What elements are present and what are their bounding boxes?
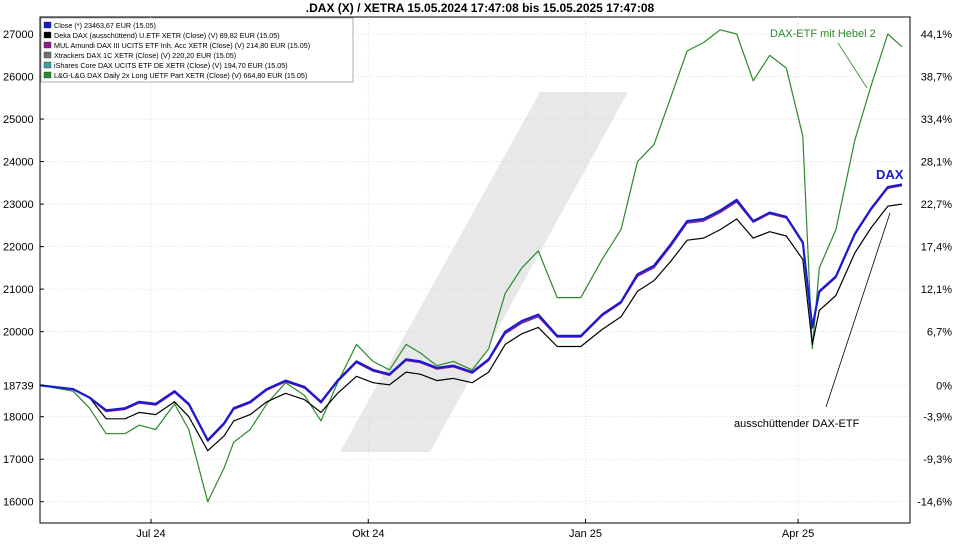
x-tick-label: Okt 24 [352, 528, 384, 540]
series-layer [39, 29, 903, 503]
y-tick-label-left: 24000 [3, 157, 34, 169]
legend-label: Deka DAX (ausschüttend) U.ETF XETR (Clos… [54, 31, 280, 40]
leverage-pointer-line [837, 42, 868, 89]
y-tick-label-right: 44,1% [921, 29, 952, 41]
legend-swatch [43, 51, 52, 59]
legend-items: Close (*) 23463,67 EUR (15.05)Deka DAX (… [43, 21, 310, 80]
y-tick-label-right: 22,7% [921, 199, 952, 211]
legend-swatch [43, 31, 52, 39]
y-tick-label-left: 18739 [3, 380, 34, 392]
y-tick-label-right: -9,3% [923, 454, 952, 466]
legend-label: Close (*) 23463,67 EUR (15.05) [54, 21, 156, 30]
legend-swatch [43, 71, 52, 79]
annotation-dax: DAX [876, 167, 904, 182]
series-line [39, 29, 903, 503]
x-tick-label: Jul 24 [136, 528, 165, 540]
y-tick-label-left: 17000 [3, 454, 34, 466]
legend-box [40, 17, 354, 83]
annotation-distributing-etf: ausschüttender DAX-ETF [734, 418, 860, 430]
y-tick-label-left: 18000 [3, 412, 34, 424]
y-tick-label-right: 12,1% [921, 284, 952, 296]
y-tick-label-right: 38,7% [921, 72, 952, 84]
etf-pointer-line [825, 212, 891, 408]
y-tick-label-right: -3,9% [923, 412, 952, 424]
y-tick-label-left: 21000 [3, 284, 34, 296]
legend-swatch [43, 21, 52, 29]
y-tick-label-right: 28,1% [921, 157, 952, 169]
y-tick-label-left: 20000 [3, 327, 34, 339]
y-tick-label-left: 27000 [3, 29, 34, 41]
y-tick-label-right: 33,4% [921, 114, 952, 126]
y-tick-label-left: 25000 [3, 114, 34, 126]
y-tick-label-left: 26000 [3, 72, 34, 84]
legend-swatch [43, 41, 52, 49]
y-tick-label-left: 22000 [3, 242, 34, 254]
x-tick-label: Apr 25 [782, 528, 814, 540]
legend-label: MUL Amundi DAX III UCITS ETF Inh. Acc XE… [54, 41, 310, 50]
annotation-layer: DAX-ETF mit Hebel 2 DAX ausschüttender D… [734, 28, 904, 430]
series-line [39, 203, 903, 452]
y-tick-label-right: -14,6% [917, 497, 952, 509]
y-tick-label-right: 6,7% [927, 327, 952, 339]
annotation-leverage: DAX-ETF mit Hebel 2 [770, 28, 876, 40]
legend-label: L&G-L&G DAX Daily 2x Long UETF Part XETR… [54, 71, 307, 80]
y-tick-label-left: 23000 [3, 199, 34, 211]
grid-layer [40, 17, 910, 523]
y-tick-label-left: 16000 [3, 497, 34, 509]
y-tick-label-right: 17,4% [921, 242, 952, 254]
legend-swatch [43, 61, 52, 69]
chart-title: .DAX (X) / XETRA 15.05.2024 17:47:08 bis… [306, 1, 655, 15]
x-tick-label: Jan 25 [569, 528, 602, 540]
y-tick-label-right: 0% [936, 380, 952, 392]
series-line [39, 183, 903, 442]
legend: Close (*) 23463,67 EUR (15.05)Deka DAX (… [40, 17, 354, 83]
axis-layer: 27000 44,1% 26000 38,7% 25000 33,4% 24000 28,1%… [3, 29, 952, 540]
legend-label: iShares Core DAX UCITS ETF DE XETR (Clos… [54, 61, 288, 70]
legend-label: Xtrackers DAX 1C XETR (Close) (V) 220,20… [54, 51, 236, 60]
